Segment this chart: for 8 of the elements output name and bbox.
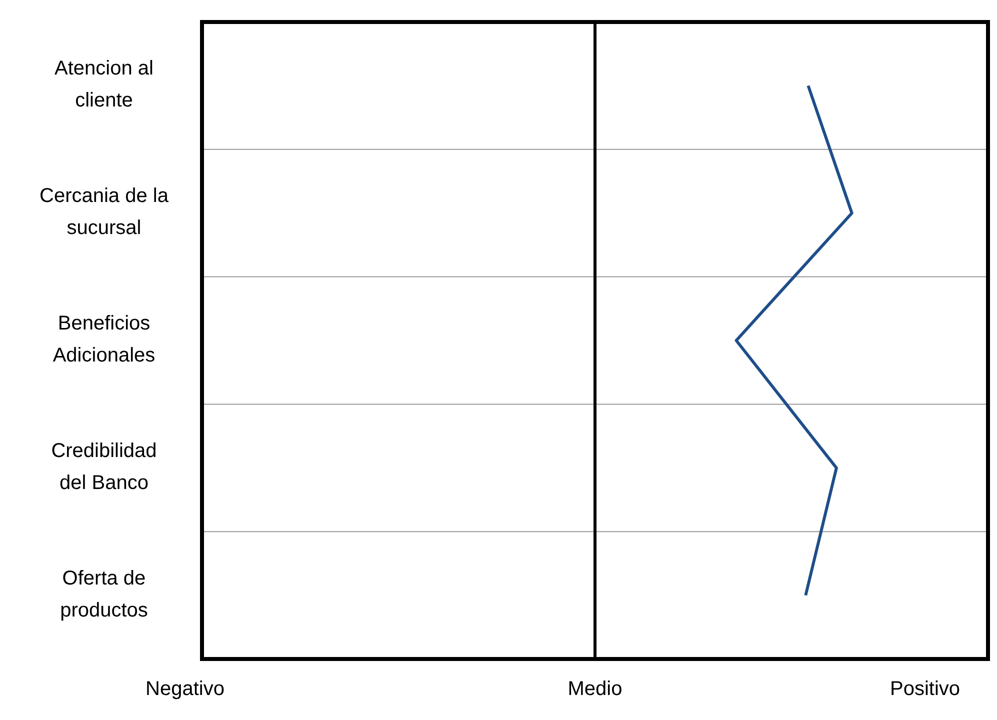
y-tick-label: Atencion al cliente	[54, 58, 154, 112]
y-tick-label: Cercania de la sucursal	[40, 185, 170, 240]
y-tick-label: Beneficios Adicionales	[52, 312, 156, 367]
y-tick-label: Oferta de productos	[60, 568, 148, 622]
y-tick-label: Credibilidad del Banco	[51, 440, 157, 494]
text: Medio	[568, 678, 622, 700]
text: Negativo	[146, 678, 224, 700]
text: Positivo	[890, 678, 960, 700]
